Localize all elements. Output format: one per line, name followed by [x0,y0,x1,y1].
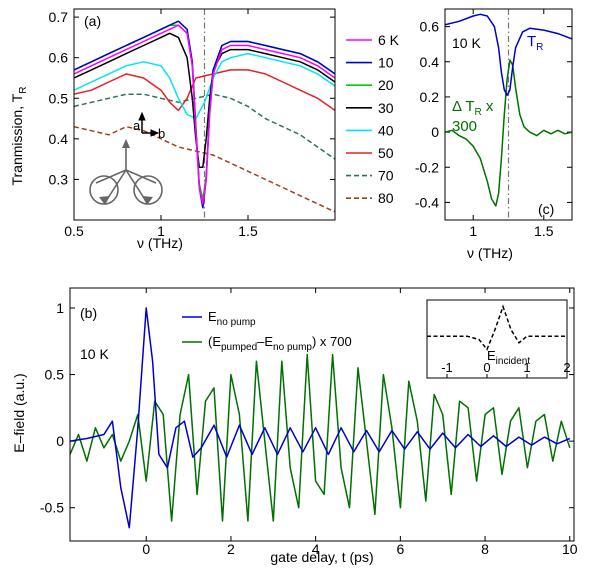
panel-a-xtick-label: 0.5 [64,223,84,239]
panel-b-plot: 0 2 4 6 8 10-0.500.51 [40,288,578,557]
legend-label-7: 80 [378,190,394,206]
panel-a-series-3 [74,32,335,169]
inset-xtick-label: 2 [563,360,570,375]
legend-label-5: 50 [378,145,394,161]
panel-c-ytick-label: 0 [431,124,439,140]
inset-xtick-label: 1 [523,360,530,375]
panel-c-temperature: 10 K [452,35,481,51]
ion-displacement-icon [89,139,163,205]
panel-a-plot: 0.5 1 1.5 0.3 0.4 0.5 0.6 0.7 [49,9,335,239]
panel-b-frame [69,287,575,542]
panel-b-xtick-label: 2 [227,541,235,557]
panel-c-series-0 [445,13,572,96]
panel-c-tr-label: TR [527,33,543,53]
panel-a-xtick-label: 1.5 [238,223,258,239]
panel-b-xtick-label: 6 [396,541,404,557]
legend-label-no-pump: Eno pump [208,309,256,328]
crystal-axes-icon [138,111,160,137]
inset-plot: -1 0 1 2 [427,304,571,378]
panel-c-dtr-scale: 300 [452,118,477,135]
inset-frame [426,299,568,379]
panel-a-ytick-label: 0.7 [49,9,69,25]
legend-label-4: 40 [378,122,394,138]
panel-b-legend: Eno pump (Epumped–Eno pump) x 700 [182,309,352,353]
crystal-axis-a-label: a [133,118,141,133]
panel-b: (b) E–field (a.u.) gate delay, t (ps) 10… [11,287,578,565]
panel-b-inset: -1 0 1 2 Eincident [426,299,571,379]
inset-label: Eincident [487,348,530,367]
panel-a-ytick-label: 0.4 [49,131,69,147]
panel-a-ylabel: Tranmission, TR [9,86,29,185]
panel-a-series-6 [74,93,335,160]
panel-b-xtick-label: 4 [312,541,320,557]
panel-a: (a) Tranmission, TR ν (THz) 0.5 1 1.50.30.… [9,8,400,251]
panel-a-ytick-label: 0.6 [49,50,69,66]
legend-label-3: 30 [378,100,394,116]
panel-b-ylabel: E–field (a.u.) [11,373,27,452]
panel-c-ytick-label: -0.2 [415,159,439,175]
legend-label-2: 20 [378,77,394,93]
inset-xtick-label: -1 [441,360,453,375]
panel-b-xtick-label: 0 [142,541,150,557]
crystal-axis-b-label: b [158,126,165,141]
panel-c-frame [444,8,573,221]
panel-a-ytick-label: 0.5 [49,90,69,106]
panel-c-ytick-label: 0.4 [420,54,440,70]
panel-a-legend: 6 K 10 20 30 40 50 70 80 [346,32,400,206]
panel-c-ytick-label: 0.2 [420,89,440,105]
panel-b-xlabel: gate delay, t (ps) [270,549,373,565]
panel-c-xlabel: ν (THz) [467,245,513,261]
legend-label-difference: (Epumped–Eno pump) x 700 [208,334,352,353]
panel-a-series-0 [74,24,335,205]
legend-label-0: 6 K [378,32,400,48]
panel-b-label: (b) [80,305,97,321]
panel-a-ytick-label: 0.3 [49,171,69,187]
panel-b-xtick-label: 8 [481,541,489,557]
panel-b-series-0 [70,307,571,529]
panel-c: (c) ν (THz) 10 K TR Δ TR x 300 1 1.5 -0.4 -… [415,8,573,261]
panel-a-series-4 [74,52,335,120]
panel-a-label: (a) [84,13,101,29]
inset-series-0 [427,304,567,351]
panel-b-ytick-label: 0 [56,433,64,449]
panel-b-ytick-label: 1 [56,300,64,316]
panel-c-label: (c) [538,201,554,217]
panel-c-xtick-label: 1 [469,223,477,239]
panel-a-frame [73,8,336,221]
panel-b-ytick-label: 0.5 [45,367,65,383]
panel-a-xlabel: ν (THz) [137,235,183,251]
panel-b-ytick-label: -0.5 [40,500,64,516]
panel-b-xtick-label: 10 [562,541,578,557]
panel-c-series-1 [445,59,572,207]
panel-a-xtick-label: 1 [157,223,165,239]
legend-label-1: 10 [378,55,394,71]
panel-b-temperature: 10 K [80,346,109,362]
panel-b-series-1 [70,353,571,522]
panel-c-xtick-label: 1.5 [534,223,554,239]
panel-c-ytick-label: 0.6 [420,19,440,35]
panel-c-ytick-label: -0.4 [415,194,439,210]
inset-xtick-label: 0 [483,360,490,375]
panel-c-plot: 1 1.5 -0.4 -0.2 0 0.2 0.4 0.6 [415,9,572,239]
legend-label-6: 70 [378,168,394,184]
panel-c-dtr-label: Δ TR x [452,98,494,118]
